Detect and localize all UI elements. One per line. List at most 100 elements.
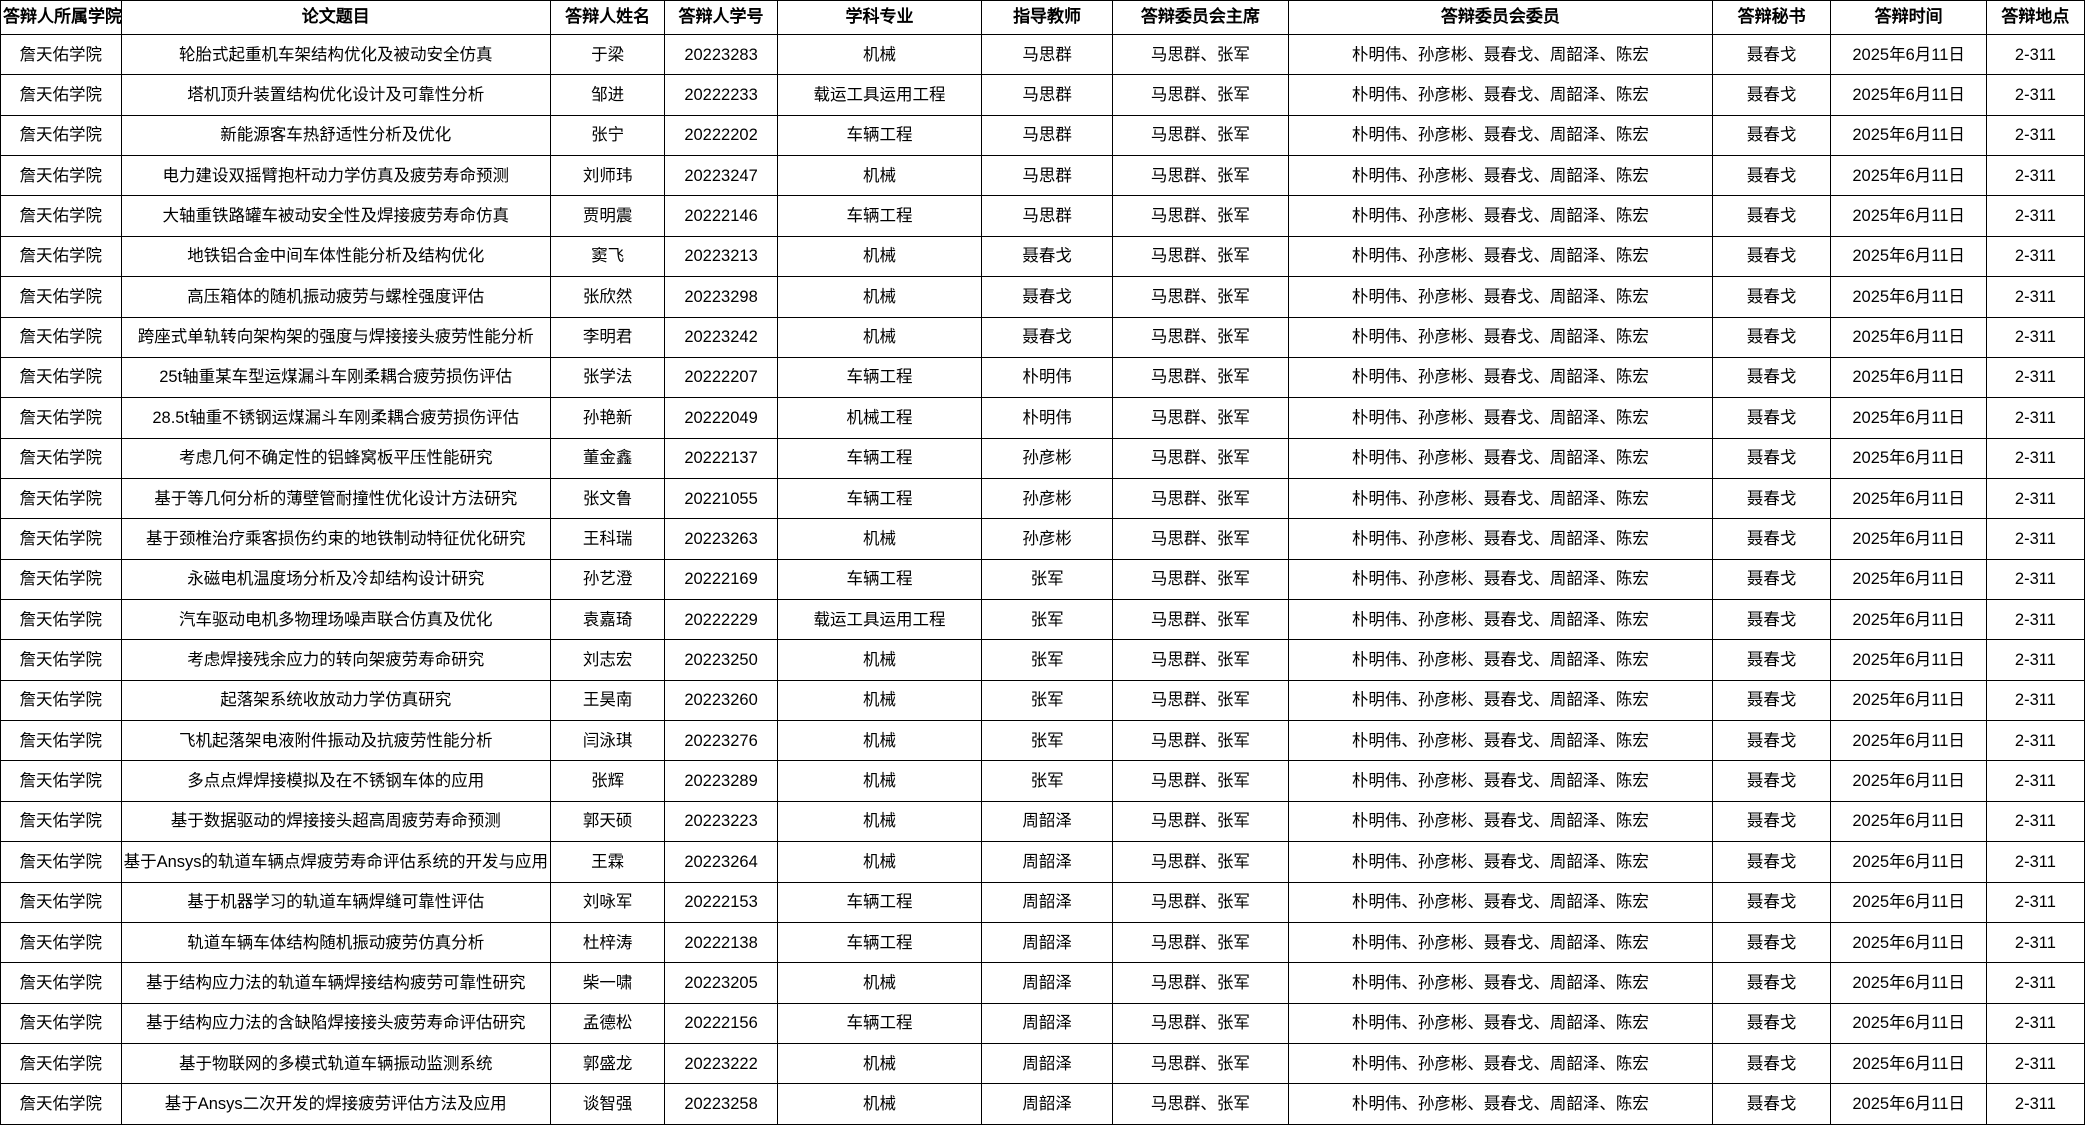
cell-name: 王科瑞 <box>549 518 666 560</box>
cell-date: 2025年6月11日 <box>1830 1002 1987 1044</box>
column-header-college: 答辩人所属学院 <box>0 0 122 35</box>
cell-place: 2-311 <box>1985 114 2085 157</box>
cell-sid: 20221055 <box>664 477 778 520</box>
cell-major: 车辆工程 <box>776 477 983 520</box>
cell-name: 刘师玮 <box>549 155 666 197</box>
cell-name: 王昊南 <box>549 679 666 722</box>
cell-name: 窦飞 <box>549 235 666 278</box>
cell-chair: 马思群、张军 <box>1111 679 1289 722</box>
cell-title: 多点点焊焊接模拟及在不锈钢车体的应用 <box>120 760 551 802</box>
cell-title: 基于Ansys的轨道车辆点焊疲劳寿命评估系统的开发与应用 <box>120 841 551 883</box>
cell-chair: 马思群、张军 <box>1111 437 1289 479</box>
cell-college: 詹天佑学院 <box>0 639 122 681</box>
cell-college: 詹天佑学院 <box>0 679 122 722</box>
cell-secretary: 聂春戈 <box>1711 841 1832 883</box>
cell-advisor: 张军 <box>981 760 1113 802</box>
cell-secretary: 聂春戈 <box>1711 397 1832 439</box>
cell-sid: 20222156 <box>664 1002 778 1044</box>
cell-advisor: 马思群 <box>981 33 1113 76</box>
cell-major: 车辆工程 <box>776 1002 983 1044</box>
table-row: 詹天佑学院 多点点焊焊接模拟及在不锈钢车体的应用 张辉 20223289 机械 张军 马思群… <box>0 760 2085 802</box>
cell-major: 机械 <box>776 720 983 762</box>
cell-name: 杜梓涛 <box>549 921 666 964</box>
cell-place: 2-311 <box>1985 155 2085 197</box>
table-row: 詹天佑学院 25t轴重某车型运煤漏斗车刚柔耦合疲劳损伤评估 张学法 20222207 车… <box>0 356 2085 399</box>
table-row: 詹天佑学院 基于结构应力法的含缺陷焊接接头疲劳寿命评估研究 孟德松 20222156 车… <box>0 1002 2085 1044</box>
table-row: 詹天佑学院 起落架系统收放动力学仿真研究 王昊南 20223260 机械 张军 马思群、张军… <box>0 679 2085 722</box>
cell-college: 詹天佑学院 <box>0 276 122 318</box>
cell-advisor: 周韶泽 <box>981 800 1113 843</box>
cell-advisor: 聂春戈 <box>981 276 1113 318</box>
cell-major: 机械工程 <box>776 397 983 439</box>
cell-title: 永磁电机温度场分析及冷却结构设计研究 <box>120 558 551 601</box>
cell-major: 车辆工程 <box>776 356 983 399</box>
cell-members: 朴明伟、孙彦彬、聂春戈、周韶泽、陈宏 <box>1287 155 1713 197</box>
cell-advisor: 周韶泽 <box>981 881 1113 923</box>
cell-college: 詹天佑学院 <box>0 437 122 479</box>
cell-college: 詹天佑学院 <box>0 235 122 278</box>
cell-name: 张辉 <box>549 760 666 802</box>
cell-sid: 20223242 <box>664 316 778 358</box>
cell-major: 车辆工程 <box>776 881 983 923</box>
cell-date: 2025年6月11日 <box>1830 841 1987 883</box>
cell-place: 2-311 <box>1985 841 2085 883</box>
cell-chair: 马思群、张军 <box>1111 195 1289 237</box>
cell-sid: 20223276 <box>664 720 778 762</box>
table-row: 詹天佑学院 基于Ansys的轨道车辆点焊疲劳寿命评估系统的开发与应用 王霖 20223… <box>0 841 2085 883</box>
cell-members: 朴明伟、孙彦彬、聂春戈、周韶泽、陈宏 <box>1287 33 1713 76</box>
cell-chair: 马思群、张军 <box>1111 114 1289 157</box>
cell-name: 于梁 <box>549 33 666 76</box>
table-row: 詹天佑学院 汽车驱动电机多物理场噪声联合仿真及优化 袁嘉琦 20222229 载运工具运… <box>0 599 2085 641</box>
cell-sid: 20223258 <box>664 1083 778 1125</box>
cell-secretary: 聂春戈 <box>1711 195 1832 237</box>
cell-date: 2025年6月11日 <box>1830 437 1987 479</box>
cell-title: 地铁铝合金中间车体性能分析及结构优化 <box>120 235 551 278</box>
column-header-title: 论文题目 <box>120 0 551 35</box>
cell-major: 机械 <box>776 800 983 843</box>
cell-college: 詹天佑学院 <box>0 720 122 762</box>
column-header-secretary: 答辩秘书 <box>1711 0 1832 35</box>
cell-members: 朴明伟、孙彦彬、聂春戈、周韶泽、陈宏 <box>1287 639 1713 681</box>
header-row: 答辩人所属学院 论文题目 答辩人姓名 答辩人学号 学科专业 指导教师 答辩委员会… <box>0 0 2085 35</box>
cell-college: 詹天佑学院 <box>0 962 122 1004</box>
cell-date: 2025年6月11日 <box>1830 114 1987 157</box>
cell-place: 2-311 <box>1985 639 2085 681</box>
table-row: 詹天佑学院 永磁电机温度场分析及冷却结构设计研究 孙艺澄 20222169 车辆工程 张军… <box>0 558 2085 601</box>
cell-place: 2-311 <box>1985 679 2085 722</box>
cell-name: 李明君 <box>549 316 666 358</box>
cell-title: 考虑焊接残余应力的转向架疲劳寿命研究 <box>120 639 551 681</box>
cell-major: 机械 <box>776 316 983 358</box>
cell-place: 2-311 <box>1985 558 2085 601</box>
cell-sid: 20223222 <box>664 1042 778 1085</box>
cell-college: 詹天佑学院 <box>0 195 122 237</box>
cell-advisor: 聂春戈 <box>981 235 1113 278</box>
table-row: 詹天佑学院 新能源客车热舒适性分析及优化 张宁 20222202 车辆工程 马思群 马思群、… <box>0 114 2085 157</box>
cell-major: 车辆工程 <box>776 921 983 964</box>
cell-date: 2025年6月11日 <box>1830 518 1987 560</box>
cell-college: 詹天佑学院 <box>0 316 122 358</box>
cell-secretary: 聂春戈 <box>1711 356 1832 399</box>
cell-advisor: 张军 <box>981 720 1113 762</box>
column-header-name: 答辩人姓名 <box>549 0 666 35</box>
cell-name: 张欣然 <box>549 276 666 318</box>
cell-title: 28.5t轴重不锈钢运煤漏斗车刚柔耦合疲劳损伤评估 <box>120 397 551 439</box>
table-row: 詹天佑学院 地铁铝合金中间车体性能分析及结构优化 窦飞 20223213 机械 聂春戈 马思… <box>0 235 2085 278</box>
cell-date: 2025年6月11日 <box>1830 235 1987 278</box>
cell-members: 朴明伟、孙彦彬、聂春戈、周韶泽、陈宏 <box>1287 599 1713 641</box>
table-body: 詹天佑学院 轮胎式起重机车架结构优化及被动安全仿真 于梁 20223283 机械 马思群马… <box>0 33 2085 1125</box>
cell-chair: 马思群、张军 <box>1111 760 1289 802</box>
cell-sid: 20223260 <box>664 679 778 722</box>
cell-title: 基于物联网的多模式轨道车辆振动监测系统 <box>120 1042 551 1085</box>
cell-name: 郭盛龙 <box>549 1042 666 1085</box>
cell-secretary: 聂春戈 <box>1711 921 1832 964</box>
cell-college: 詹天佑学院 <box>0 800 122 843</box>
cell-members: 朴明伟、孙彦彬、聂春戈、周韶泽、陈宏 <box>1287 518 1713 560</box>
cell-advisor: 马思群 <box>981 195 1113 237</box>
cell-name: 闫泳琪 <box>549 720 666 762</box>
cell-sid: 20222229 <box>664 599 778 641</box>
cell-name: 邹进 <box>549 74 666 116</box>
cell-advisor: 马思群 <box>981 155 1113 197</box>
cell-place: 2-311 <box>1985 33 2085 76</box>
cell-date: 2025年6月11日 <box>1830 881 1987 923</box>
cell-place: 2-311 <box>1985 437 2085 479</box>
